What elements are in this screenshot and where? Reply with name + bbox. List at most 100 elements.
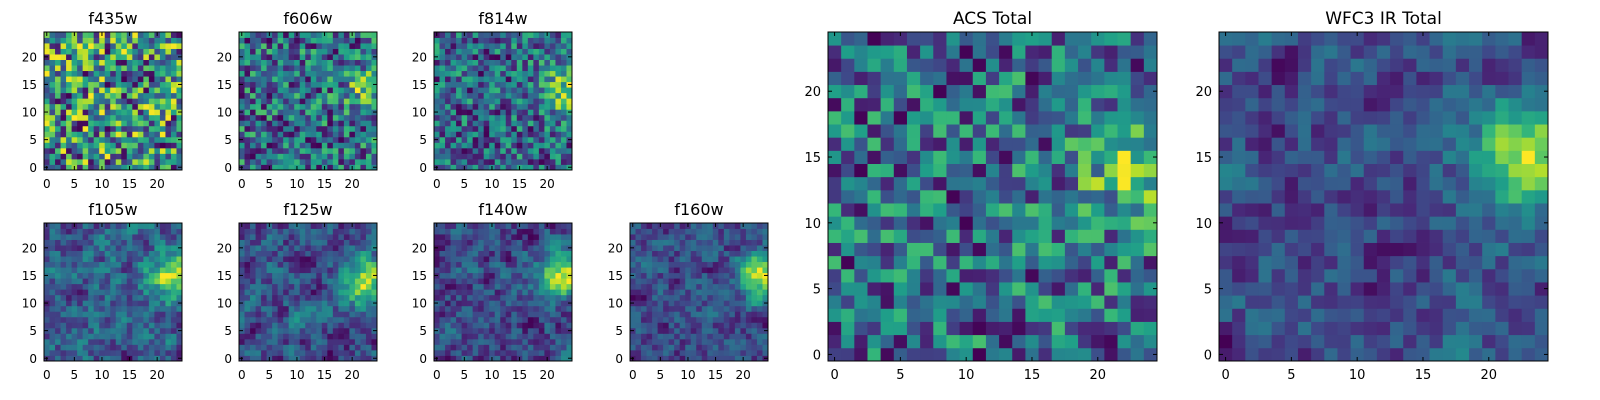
heatmap-cell	[920, 255, 934, 270]
heatmap-cell	[126, 300, 133, 307]
heatmap-cell	[110, 147, 117, 154]
heatmap-cell	[49, 48, 56, 55]
heatmap-cell	[511, 333, 518, 340]
heatmap-cell	[316, 131, 323, 138]
heatmap-cell	[321, 283, 328, 290]
heatmap-cell	[132, 65, 139, 72]
heatmap-cell	[316, 267, 323, 274]
heatmap-cell	[489, 92, 496, 99]
heatmap-cell	[121, 136, 128, 143]
heatmap-cell	[143, 76, 150, 83]
heatmap-cell	[972, 163, 987, 178]
heatmap-cell	[516, 147, 523, 154]
heatmap-cell	[126, 98, 133, 105]
heatmap-cell	[283, 223, 290, 229]
heatmap-cell	[343, 109, 350, 116]
heatmap-cell	[674, 327, 681, 334]
heatmap-cell	[1091, 176, 1105, 191]
heatmap-cell	[445, 81, 451, 88]
heatmap-cell	[288, 37, 295, 44]
heatmap-cell	[294, 234, 301, 240]
heatmap-cell	[77, 223, 84, 229]
heatmap-cell	[299, 164, 306, 171]
heatmap-cell	[121, 305, 128, 312]
heatmap-cell	[712, 261, 719, 268]
heatmap-cell	[77, 81, 84, 88]
heatmap-cell	[316, 261, 323, 268]
heatmap-cell	[538, 48, 545, 55]
heatmap-cell	[685, 311, 692, 318]
heatmap-cell	[566, 344, 573, 351]
heatmap-cell	[489, 158, 496, 165]
heatmap-cell	[489, 131, 496, 138]
heatmap-cell	[255, 355, 262, 362]
heatmap-cell	[277, 316, 284, 323]
heatmap-cell	[60, 245, 67, 251]
heatmap-cell	[327, 65, 334, 72]
heatmap-cell	[450, 114, 457, 121]
heatmap-cell	[371, 120, 378, 127]
heatmap-cell	[439, 48, 446, 55]
heatmap-cell	[266, 333, 273, 340]
heatmap-cell	[110, 54, 117, 60]
heatmap-cell	[327, 98, 334, 105]
heatmap-cell	[299, 327, 306, 334]
heatmap-cell	[44, 333, 50, 340]
heatmap-cell	[310, 136, 317, 143]
heatmap-cell	[527, 272, 534, 279]
heatmap-cell	[165, 261, 172, 268]
heatmap-cell	[522, 311, 529, 318]
heatmap-cell	[527, 164, 534, 171]
heatmap-cell	[272, 355, 279, 362]
heatmap-cell	[154, 272, 161, 279]
heatmap-cell	[641, 283, 647, 290]
heatmap-cell	[445, 54, 451, 60]
heatmap-cell	[239, 98, 245, 105]
heatmap-cell	[946, 150, 960, 164]
heatmap-cell	[1051, 308, 1066, 322]
heatmap-cell	[566, 223, 573, 229]
heatmap-cell	[283, 59, 290, 66]
heatmap-cell	[472, 278, 479, 285]
heatmap-cell	[239, 256, 245, 263]
heatmap-cell	[456, 289, 462, 296]
heatmap-cell	[516, 43, 523, 49]
heatmap-cell	[685, 245, 692, 251]
heatmap-cell	[544, 333, 551, 340]
heatmap-cell	[461, 65, 468, 72]
heatmap-cell	[472, 316, 479, 323]
heatmap-cell	[707, 278, 714, 285]
heatmap-cell	[321, 322, 328, 329]
heatmap-cell	[121, 316, 128, 323]
heatmap-cell	[143, 338, 150, 345]
heatmap-cell	[44, 98, 50, 105]
heatmap-cell	[450, 54, 457, 60]
heatmap-cell	[828, 347, 842, 362]
heatmap-cell	[652, 327, 658, 334]
heatmap-cell	[690, 311, 697, 318]
heatmap-cell	[494, 333, 501, 340]
heatmap-cell	[165, 349, 172, 356]
heatmap-cell	[1117, 334, 1132, 349]
heatmap-cell	[148, 294, 155, 301]
heatmap-cell	[250, 245, 256, 251]
heatmap-cell	[255, 54, 262, 60]
heatmap-cell	[635, 239, 642, 246]
heatmap-cell	[176, 322, 183, 329]
heatmap-cell	[880, 163, 895, 178]
heatmap-cell	[148, 355, 155, 362]
heatmap-cell	[299, 54, 306, 60]
heatmap-cell	[239, 234, 245, 240]
heatmap-cell	[959, 229, 974, 243]
heatmap-cell	[321, 239, 328, 246]
heatmap-cell	[165, 278, 172, 285]
heatmap-cell	[294, 294, 301, 301]
heatmap-cell	[272, 87, 279, 94]
heatmap-cell	[154, 87, 161, 94]
heatmap-cell	[82, 76, 89, 83]
heatmap-cell	[549, 65, 556, 72]
heatmap-cell	[527, 98, 534, 105]
heatmap-cell	[1143, 242, 1158, 257]
heatmap-cell	[294, 70, 301, 77]
heatmap-cell	[1130, 347, 1145, 362]
